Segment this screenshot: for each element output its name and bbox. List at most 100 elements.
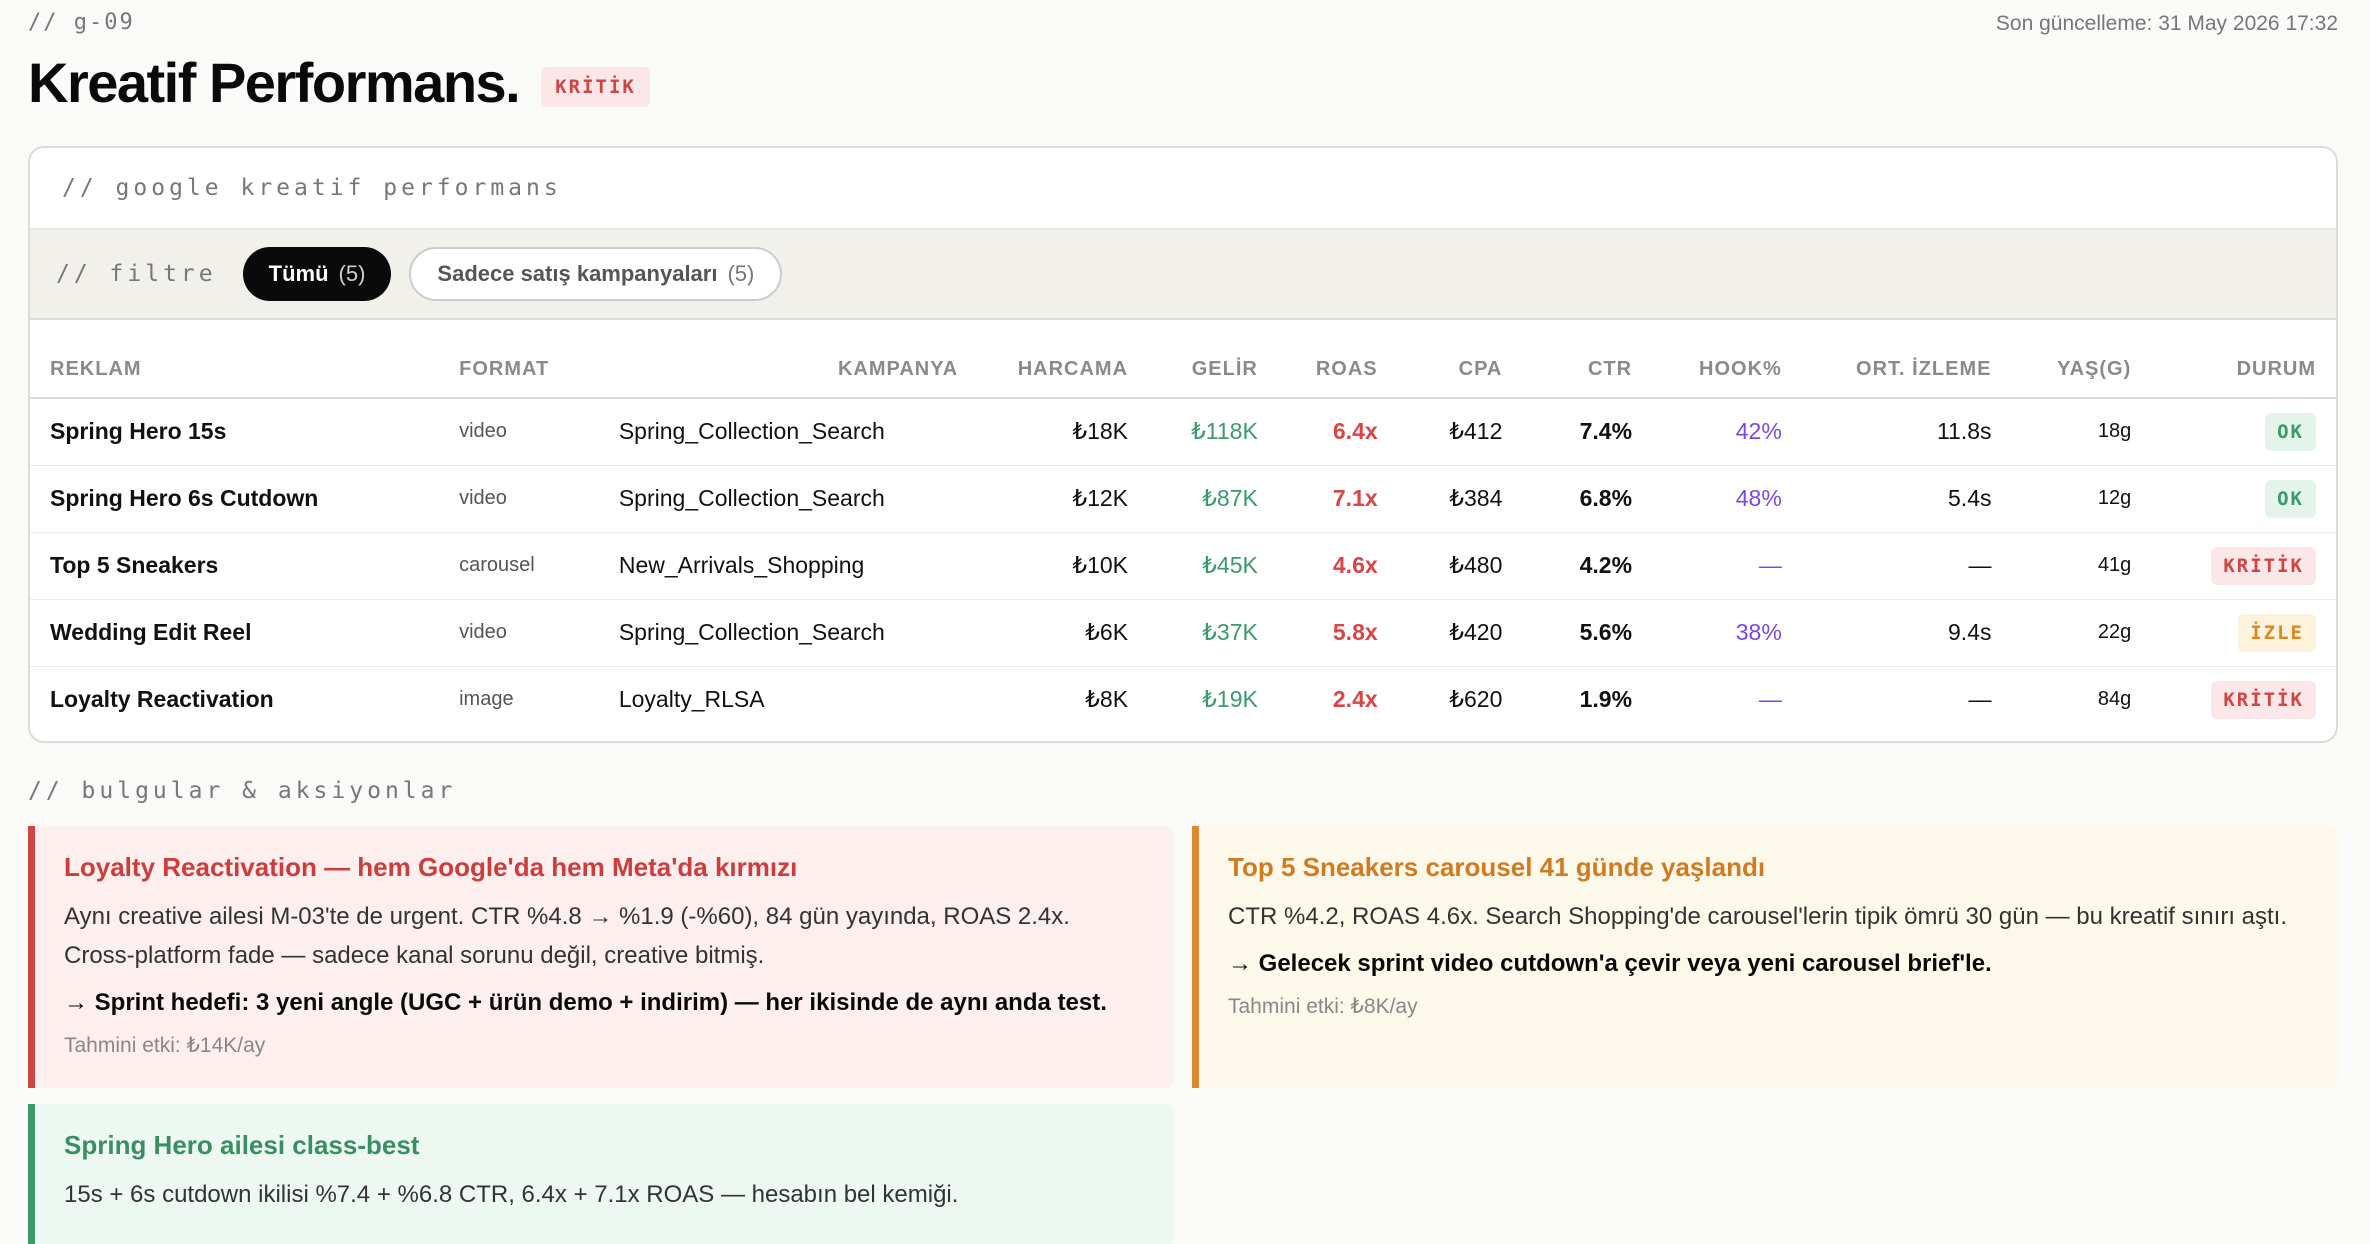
- title-row: Kreatif Performans. KRİTİK: [28, 50, 650, 114]
- cell-spend: ₺18K: [978, 398, 1149, 466]
- cell-spend: ₺6K: [978, 599, 1149, 667]
- finding-card: Top 5 Sneakers carousel 41 günde yaşland…: [1192, 826, 2338, 1088]
- cell-age: 22g: [2011, 599, 2152, 667]
- status-badge: OK: [2265, 412, 2316, 451]
- cell-revenue: ₺19K: [1202, 686, 1258, 713]
- cell-ctr: 6.8%: [1522, 465, 1653, 533]
- finding-title: Top 5 Sneakers carousel 41 günde yaşland…: [1228, 852, 1766, 882]
- cell-roas: 4.6x: [1277, 532, 1398, 600]
- cell-campaign: Loyalty_RLSA: [618, 686, 765, 713]
- cell-revenue: ₺37K: [1148, 599, 1278, 667]
- column-header-spend[interactable]: HARCAMA: [1017, 358, 1129, 380]
- filter-pill-count: (5): [727, 261, 755, 286]
- filter-pill-all[interactable]: Tümü (5): [242, 247, 392, 301]
- cell-age: 41g: [2011, 532, 2152, 600]
- cell-age: 84g: [2097, 688, 2132, 711]
- cell-format: video: [439, 398, 599, 466]
- cell-ctr: 7.4%: [1522, 398, 1653, 466]
- cell-avg-watch: 5.4s: [1801, 465, 2012, 533]
- filter-pill-sales-only[interactable]: Sadece satış kampanyaları (5): [409, 247, 783, 301]
- filter-label: // filtre: [56, 261, 217, 287]
- finding-body: 15s + 6s cutdown ikilisi %7.4 + %6.8 CTR…: [64, 1181, 959, 1208]
- column-header-campaign[interactable]: KAMPANYA: [837, 358, 959, 380]
- cell-avg-watch: 9.4s: [1801, 599, 2012, 667]
- finding-card: Loyalty Reactivation — hem Google'da hem…: [28, 826, 1174, 1088]
- status-badge: OK: [2265, 479, 2316, 518]
- column-header-format[interactable]: FORMAT: [459, 358, 550, 380]
- card-header: // google kreatif performans: [30, 148, 2336, 230]
- finding-title: Loyalty Reactivation — hem Google'da hem…: [64, 852, 798, 882]
- filter-pill-count: (5): [338, 261, 366, 286]
- cell-cpa: ₺384: [1397, 465, 1523, 533]
- table-row[interactable]: Loyalty Reactivation image Loyalty_RLSA …: [30, 666, 2336, 733]
- cell-ad: Spring Hero 6s Cutdown: [30, 465, 440, 533]
- cell-roas: 2.4x: [1332, 686, 1378, 713]
- column-header-cpa[interactable]: CPA: [1458, 358, 1503, 380]
- finding-action: → Gelecek sprint video cutdown'a çevir v…: [1228, 950, 1992, 977]
- column-header-roas[interactable]: ROAS: [1315, 358, 1378, 380]
- cell-revenue: ₺87K: [1148, 465, 1278, 533]
- column-header-hook[interactable]: HOOK%: [1699, 358, 1782, 380]
- cell-roas: 7.1x: [1277, 465, 1398, 533]
- page-code: // g-09: [28, 10, 135, 35]
- cell-cpa: ₺620: [1449, 686, 1503, 713]
- cell-avg-watch: 11.8s: [1801, 398, 2012, 466]
- creative-table: REKLAM FORMAT KAMPANYA HARCAMA GELİR ROA…: [30, 342, 2336, 733]
- cell-ad: Wedding Edit Reel: [30, 599, 440, 667]
- column-header-avg-watch[interactable]: ORT. İZLEME: [1856, 358, 1992, 380]
- finding-action: → Sprint hedefi: 3 yeni angle (UGC + ürü…: [64, 989, 1107, 1016]
- cell-campaign: Spring_Collection_Search: [598, 398, 979, 466]
- filter-pill-label: Tümü: [268, 261, 329, 286]
- table-row[interactable]: Spring Hero 6s Cutdown video Spring_Coll…: [30, 465, 2336, 533]
- page-title: Kreatif Performans.: [28, 50, 521, 114]
- cell-revenue: ₺118K: [1148, 398, 1278, 466]
- cell-campaign: Spring_Collection_Search: [598, 599, 979, 667]
- filter-bar: // filtre Tümü (5) Sadece satış kampanya…: [30, 230, 2336, 320]
- cell-format: image: [459, 688, 514, 711]
- table-header-row: REKLAM FORMAT KAMPANYA HARCAMA GELİR ROA…: [30, 342, 2336, 398]
- cell-cpa: ₺412: [1397, 398, 1523, 466]
- status-badge: KRİTİK: [2211, 546, 2316, 585]
- cell-age: 18g: [2011, 398, 2152, 466]
- cell-status: KRİTİK: [2151, 532, 2336, 600]
- cell-hook: 38%: [1652, 599, 1802, 667]
- cell-ad: Top 5 Sneakers: [30, 532, 440, 600]
- cell-hook: —: [1652, 532, 1802, 600]
- cell-roas: 5.8x: [1277, 599, 1398, 667]
- cell-hook: —: [1758, 686, 1782, 713]
- last-updated: Son güncelleme: 31 May 2026 17:32: [1995, 12, 2338, 35]
- cell-status: KRİTİK: [2151, 666, 2336, 733]
- column-header-age[interactable]: YAŞ(G): [2057, 358, 2132, 380]
- card-label: // google kreatif performans: [62, 175, 562, 201]
- cell-ad: Spring Hero 15s: [30, 398, 440, 466]
- cell-hook: 42%: [1652, 398, 1802, 466]
- finding-impact: Tahmini etki: ₺8K/ay: [1228, 995, 1418, 1018]
- table-row[interactable]: Wedding Edit Reel video Spring_Collectio…: [30, 599, 2336, 667]
- cell-hook: 48%: [1652, 465, 1802, 533]
- cell-campaign: Spring_Collection_Search: [598, 465, 979, 533]
- findings-section-label: // bulgular & aksiyonlar: [28, 778, 457, 804]
- finding-card: Spring Hero ailesi class-best 15s + 6s c…: [28, 1104, 1174, 1244]
- status-badge: KRİTİK: [2211, 680, 2316, 719]
- cell-format: video: [439, 465, 599, 533]
- cell-avg-watch: —: [1968, 686, 1992, 713]
- cell-ad: Loyalty Reactivation: [50, 686, 274, 713]
- cell-age: 12g: [2011, 465, 2152, 533]
- cell-spend: ₺12K: [978, 465, 1149, 533]
- cell-roas: 6.4x: [1277, 398, 1398, 466]
- table-row[interactable]: Top 5 Sneakers carousel New_Arrivals_Sho…: [30, 532, 2336, 600]
- cell-ctr: 4.2%: [1522, 532, 1653, 600]
- top-bar: // g-09 Son güncelleme: 31 May 2026 17:3…: [28, 10, 2338, 40]
- cell-status: OK: [2151, 465, 2336, 533]
- cell-spend: ₺8K: [1085, 686, 1129, 713]
- finding-impact: Tahmini etki: ₺14K/ay: [64, 1034, 266, 1057]
- column-header-revenue[interactable]: GELİR: [1191, 358, 1258, 380]
- table-row[interactable]: Spring Hero 15s video Spring_Collection_…: [30, 398, 2336, 466]
- column-header-ad[interactable]: REKLAM: [50, 358, 142, 380]
- column-header-ctr[interactable]: CTR: [1587, 358, 1633, 380]
- cell-cpa: ₺420: [1397, 599, 1523, 667]
- cell-status: İZLE: [2151, 599, 2336, 667]
- finding-title: Spring Hero ailesi class-best: [64, 1130, 420, 1160]
- creative-performance-card: // google kreatif performans // filtre T…: [28, 146, 2338, 743]
- column-header-status[interactable]: DURUM: [2236, 358, 2316, 380]
